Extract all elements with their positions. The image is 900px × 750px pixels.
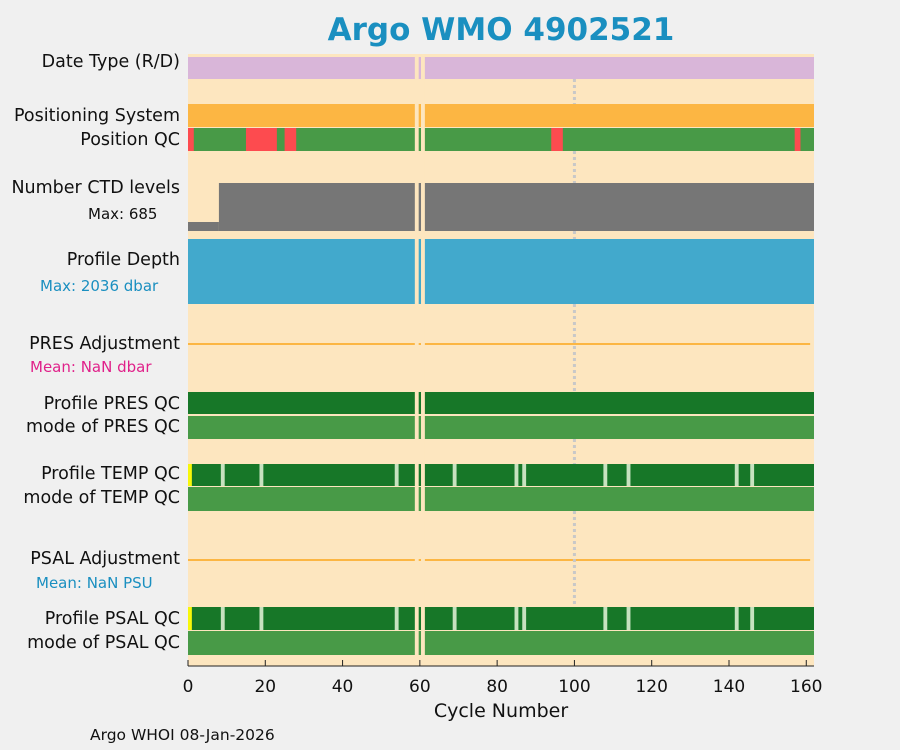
label-number-ctd: Number CTD levels — [11, 178, 180, 198]
temp-qc-gap — [626, 464, 631, 486]
x-tick-label: 20 — [254, 677, 276, 697]
label-profile-pres-qc: Profile PRES QC — [43, 394, 180, 414]
temp-qc-gap — [734, 464, 739, 486]
temp-qc-gap — [452, 464, 457, 486]
date-type-band — [188, 57, 814, 79]
psal-qc-gap — [750, 607, 755, 630]
psal-qc-gap — [514, 607, 519, 630]
x-tick-label: 40 — [332, 677, 354, 697]
position-qc-bad-segment — [551, 128, 563, 151]
chart-title: Argo WMO 4902521 — [327, 12, 675, 48]
position-qc-band — [188, 128, 814, 151]
temp-qc-flag — [188, 464, 192, 486]
psal-qc-gap — [220, 607, 225, 630]
x-tick-label: 60 — [409, 677, 431, 697]
missing-cycle-gap — [414, 54, 419, 666]
x-tick-label: 80 — [486, 677, 508, 697]
label-pres-adjustment: PRES Adjustment — [29, 334, 180, 354]
pres-mean-label: Mean: NaN dbar — [30, 358, 152, 376]
label-psal-adjustment: PSAL Adjustment — [30, 549, 180, 569]
psal-qc-gap — [603, 607, 608, 630]
x-tick-label: 0 — [183, 677, 194, 697]
position-qc-bad-segment — [284, 128, 297, 151]
profile-pres-qc-band — [188, 392, 814, 414]
x-axis-label: Cycle Number — [434, 700, 568, 722]
position-qc-bad-segment — [245, 128, 277, 151]
plot-background — [188, 54, 814, 666]
mode-temp-qc-band — [188, 487, 814, 511]
psal-qc-gap — [522, 607, 527, 630]
psal-qc-gap — [626, 607, 631, 630]
missing-cycle-gap — [421, 54, 425, 666]
temp-qc-gap — [522, 464, 527, 486]
profile-temp-qc-band — [188, 464, 814, 486]
label-position-qc: Position QC — [80, 130, 180, 150]
ctd-low-bar — [188, 222, 219, 231]
x-tick-label: 120 — [635, 677, 667, 697]
label-date-type: Date Type (R/D) — [41, 52, 180, 72]
footer-credit: Argo WHOI 08-Jan-2026 — [90, 726, 275, 744]
temp-qc-gap — [259, 464, 264, 486]
temp-qc-gap — [603, 464, 608, 486]
temp-qc-gap — [394, 464, 399, 486]
position-qc-bad-segment — [794, 128, 801, 151]
psal-qc-gap — [394, 607, 399, 630]
mode-pres-qc-band — [188, 416, 814, 439]
ctd-levels-bar — [218, 183, 814, 231]
depth-max-label: Max: 2036 dbar — [40, 277, 159, 295]
profile-depth-bar — [188, 239, 814, 304]
temp-qc-gap — [220, 464, 225, 486]
x-tick-label: 160 — [790, 677, 822, 697]
x-tick-label: 140 — [713, 677, 745, 697]
label-mode-pres-qc: mode of PRES QC — [25, 417, 180, 437]
psal-qc-gap — [734, 607, 739, 630]
profile-psal-qc-band — [188, 607, 814, 630]
temp-qc-gap — [514, 464, 519, 486]
label-profile-temp-qc: Profile TEMP QC — [41, 464, 180, 484]
label-mode-temp-qc: mode of TEMP QC — [23, 488, 180, 508]
psal-qc-flag — [188, 607, 192, 630]
ctd-max-label: Max: 685 — [88, 205, 158, 223]
psal-qc-gap — [259, 607, 264, 630]
label-profile-psal-qc: Profile PSAL QC — [44, 609, 180, 629]
x-tick-label: 100 — [558, 677, 590, 697]
positioning-system-band — [188, 104, 814, 127]
psal-mean-label: Mean: NaN PSU — [36, 574, 153, 592]
label-mode-psal-qc: mode of PSAL QC — [27, 633, 180, 653]
label-profile-depth: Profile Depth — [66, 250, 180, 270]
psal-qc-gap — [452, 607, 457, 630]
mode-psal-qc-band — [188, 631, 814, 655]
position-qc-bad-segment — [188, 128, 194, 151]
temp-qc-gap — [750, 464, 755, 486]
label-positioning-system: Positioning System — [13, 106, 180, 126]
